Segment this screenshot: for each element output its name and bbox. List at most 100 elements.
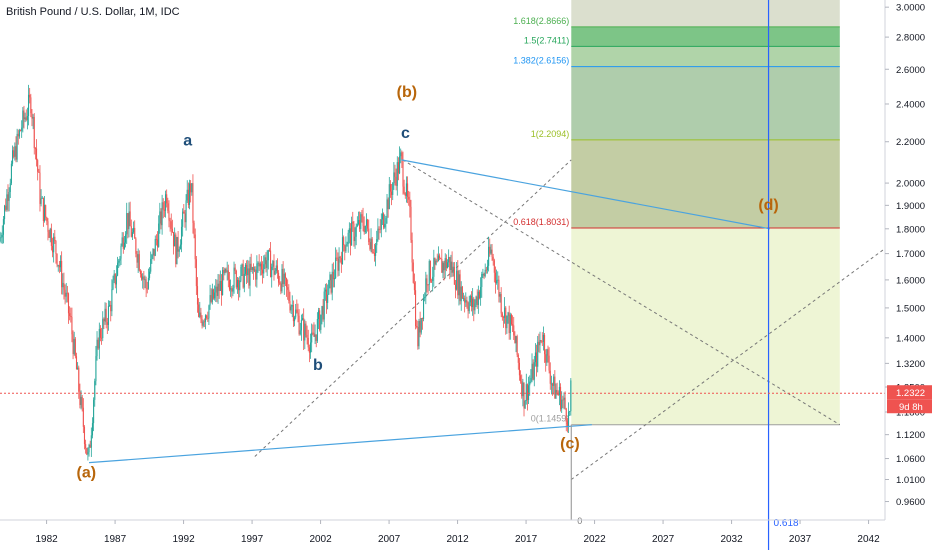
candle-body: [260, 263, 262, 270]
candle-body: [217, 283, 219, 296]
candle-body: [48, 231, 50, 238]
candle-body: [290, 306, 292, 311]
candle-body: [59, 260, 62, 268]
candle-body: [91, 423, 94, 436]
candle-body: [280, 283, 282, 292]
price-tick-label: 2.4000: [896, 99, 925, 110]
price-tick-label: 1.0100: [896, 475, 925, 486]
candle-body: [413, 282, 415, 291]
candle-body: [75, 356, 78, 370]
candle-body: [338, 256, 340, 271]
candle-body: [345, 246, 347, 252]
candle-body: [346, 243, 348, 247]
candle-body: [521, 381, 523, 397]
candle-body: [272, 260, 274, 267]
candle-body: [29, 94, 31, 98]
candle-body: [111, 289, 113, 312]
candle-body: [102, 318, 104, 339]
candle-body: [419, 320, 421, 333]
candle-body: [35, 148, 38, 161]
candle-body: [63, 282, 65, 290]
candle-body: [379, 229, 381, 230]
wave-label: (b): [397, 84, 417, 101]
candle-body: [23, 110, 25, 120]
candle-body: [357, 219, 360, 225]
candle-body: [19, 130, 22, 132]
candle-body: [249, 263, 251, 286]
candle-body: [371, 238, 373, 253]
candle-body: [276, 265, 278, 273]
candle-body: [289, 301, 291, 311]
candle-body: [0, 237, 2, 239]
candle-body: [459, 274, 461, 302]
candle-body: [465, 300, 467, 303]
candle-body: [493, 260, 495, 273]
candle-body: [480, 287, 482, 299]
candle-body: [191, 183, 193, 193]
current-price-label: 1.2322: [896, 388, 925, 399]
candle-body: [204, 315, 207, 322]
candle-body: [508, 312, 510, 334]
candle-body: [251, 267, 253, 271]
candle-body: [361, 214, 363, 217]
candle-body: [301, 318, 304, 320]
candle-body: [400, 152, 402, 157]
candle-body: [303, 318, 305, 341]
candle-body: [117, 262, 119, 276]
candle-body: [149, 271, 151, 278]
candle-body: [271, 266, 273, 278]
candle-body: [175, 234, 177, 265]
candle-body: [452, 266, 454, 273]
candle-body: [78, 367, 80, 392]
candle-body: [228, 279, 231, 290]
candle-body: [402, 160, 404, 187]
candle-body: [232, 288, 234, 292]
candle-body: [256, 263, 258, 280]
candle-body: [26, 115, 28, 120]
candle-body: [210, 295, 212, 302]
price-tick-label: 1.5000: [896, 303, 925, 314]
candle-body: [190, 183, 192, 193]
candle-body: [373, 253, 376, 256]
candle-body: [141, 273, 143, 280]
candle-body: [440, 258, 442, 260]
candle-body: [104, 308, 106, 322]
candle-body: [498, 279, 500, 297]
wave-label: (d): [758, 197, 778, 214]
time-tick-label: 2012: [446, 534, 469, 545]
candle-body: [388, 184, 390, 210]
candle-body: [144, 279, 146, 281]
candle-body: [421, 318, 423, 320]
candle-body: [546, 349, 548, 363]
candle-body: [499, 294, 501, 297]
candle-body: [418, 320, 420, 347]
candle-body: [559, 386, 562, 410]
candle-body: [201, 319, 203, 326]
candle-body: [441, 258, 443, 273]
candle-body: [492, 256, 494, 261]
candle-body: [263, 264, 265, 274]
candle-body: [410, 206, 412, 240]
fib-level-label: 0(1.1459): [531, 414, 570, 424]
fib-zone: [571, 46, 840, 67]
candle-body: [494, 272, 497, 284]
candle-body: [469, 296, 471, 303]
candle-body: [417, 326, 419, 347]
candle-body: [502, 317, 505, 318]
candle-body: [225, 268, 227, 272]
candle-body: [50, 228, 52, 246]
candle-body: [409, 199, 411, 207]
candle-body: [9, 183, 11, 193]
candle-body: [33, 116, 35, 149]
candle-body: [333, 278, 336, 280]
candle-body: [154, 238, 156, 256]
candle-body: [336, 257, 338, 259]
candle-body: [123, 242, 125, 249]
candle-body: [83, 426, 86, 445]
candle-body: [451, 261, 453, 273]
candle-body: [518, 362, 520, 376]
candle-body: [167, 203, 169, 211]
candle-body: [98, 328, 100, 349]
candle-body: [265, 257, 267, 268]
